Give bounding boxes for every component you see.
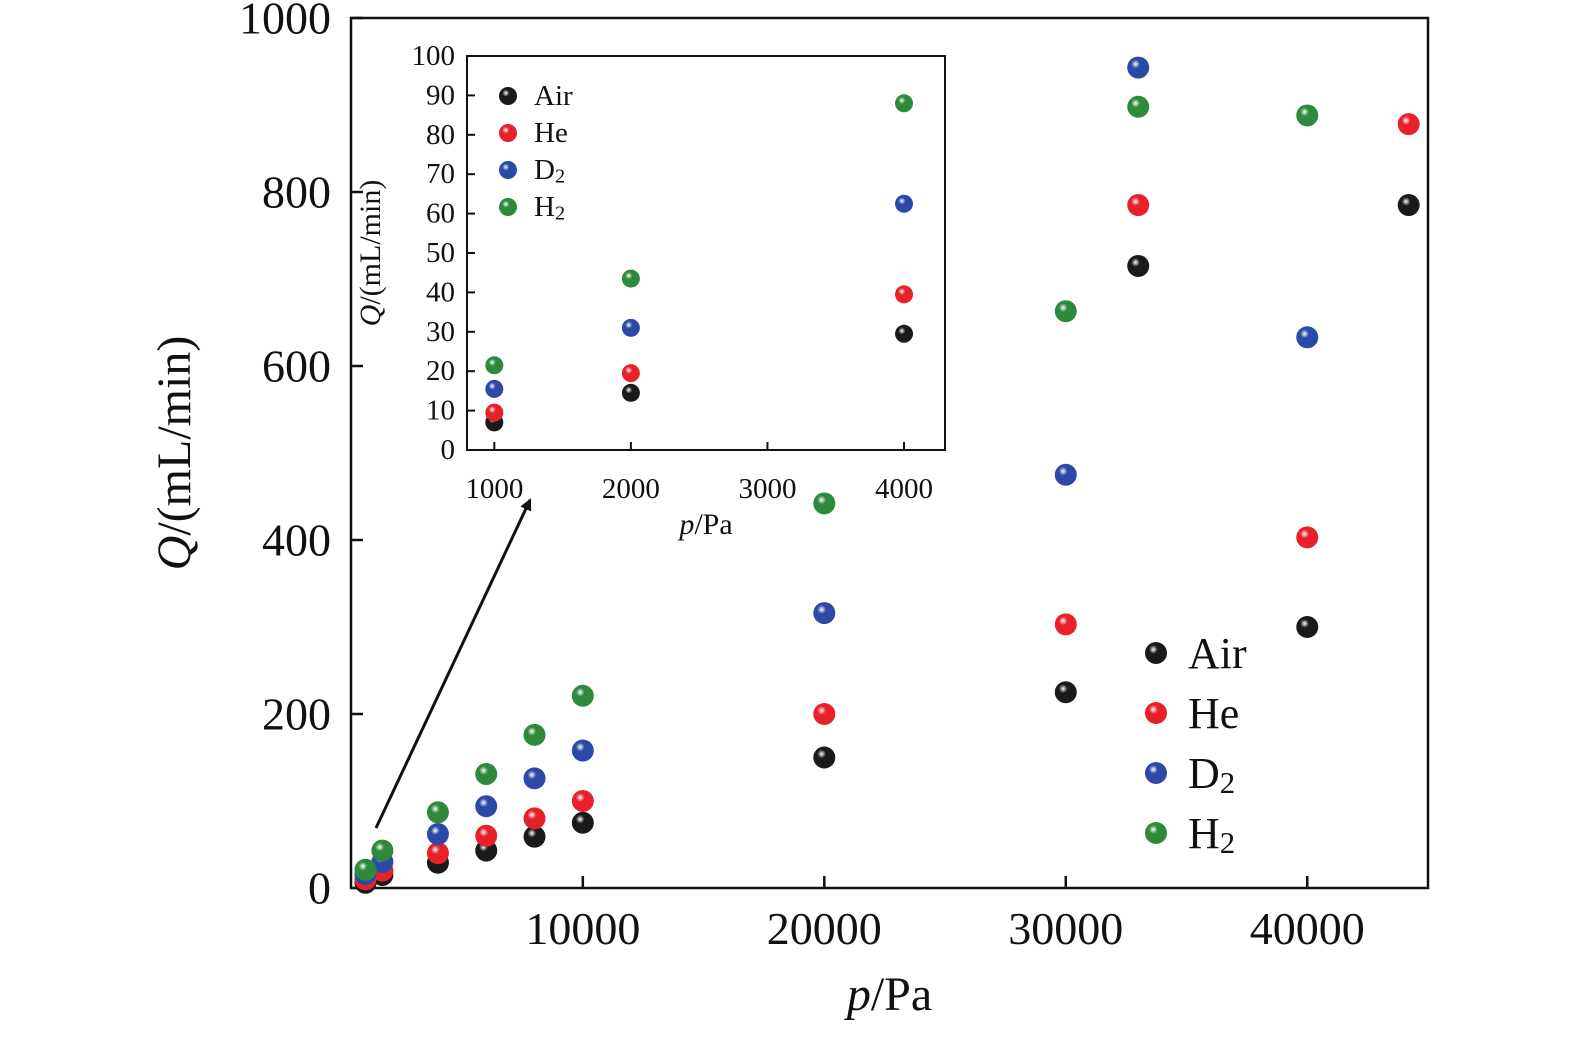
- inset-data-point: [621, 364, 640, 383]
- inset-data-point: [485, 356, 504, 375]
- inset-y-tick-label: 20: [426, 355, 455, 387]
- data-point: [1127, 56, 1150, 79]
- inset-legend-marker: [499, 87, 517, 105]
- inset-y-tick-label: 40: [426, 276, 455, 308]
- data-point: [1296, 326, 1319, 349]
- y-tick-label: 400: [262, 515, 331, 566]
- data-point: [475, 763, 498, 786]
- data-point: [1127, 194, 1150, 217]
- inset-x-tick-label: 2000: [602, 473, 660, 505]
- data-point: [426, 801, 449, 824]
- inset-y-tick-label: 70: [426, 158, 455, 190]
- data-point: [813, 492, 836, 515]
- data-point: [523, 723, 546, 746]
- y-tick-label: 200: [262, 689, 331, 740]
- data-point: [523, 767, 546, 790]
- data-point: [1397, 113, 1420, 136]
- data-point: [475, 824, 498, 847]
- inset-y-tick-label: 90: [426, 79, 455, 111]
- inset-y-tick-label: 30: [426, 316, 455, 348]
- main-plot: 10000 20000 30000 4000002004006008001000p/P…: [148, 0, 1430, 1021]
- data-point: [1296, 526, 1319, 549]
- data-point: [1397, 194, 1420, 217]
- data-point: [571, 811, 594, 834]
- y-tick-label: 800: [262, 167, 331, 218]
- legend-label: H2: [1188, 809, 1235, 860]
- data-point: [571, 739, 594, 762]
- inset-data-point: [895, 194, 914, 213]
- legend-marker: [1145, 822, 1167, 844]
- data-point: [475, 795, 498, 818]
- inset-x-tick-label: 1000: [465, 473, 523, 505]
- legend-marker: [1145, 702, 1167, 724]
- data-point: [426, 823, 449, 846]
- x-axis-title: p/Pa: [844, 968, 932, 1021]
- zoom-arrow: [374, 498, 532, 829]
- inset-y-tick-label: 80: [426, 119, 455, 151]
- inset-data-point: [621, 383, 640, 402]
- data-point: [354, 858, 377, 881]
- inset-plot: 1000 2000 3000 4000 0 10 20 30 40 50 60 70 80 90 100 p/…: [354, 40, 946, 541]
- data-point: [1054, 463, 1077, 486]
- inset-y-tick-label: 0: [441, 434, 456, 466]
- inset-legend-marker: [499, 198, 517, 216]
- y-axis-title: Q/(mL/min): [148, 336, 201, 571]
- inset-data-point: [895, 94, 914, 113]
- plot-frame: [349, 16, 1430, 890]
- data-point: [1127, 254, 1150, 277]
- inset-x-tick-label: 3000: [738, 473, 796, 505]
- data-point: [813, 746, 836, 769]
- inset-x-tick-label: 4000: [875, 473, 933, 505]
- legend-marker: [1145, 642, 1167, 664]
- inset-legend-label: Air: [534, 80, 573, 112]
- y-tick-label: 1000: [239, 0, 331, 44]
- data-point: [1054, 613, 1077, 636]
- y-tick-label: 0: [308, 863, 331, 914]
- data-point: [426, 842, 449, 865]
- legend-label: D2: [1188, 749, 1235, 800]
- data-point: [371, 839, 394, 862]
- data-point: [523, 807, 546, 830]
- data-point: [813, 602, 836, 625]
- x-tick-label: 30000: [1008, 903, 1123, 954]
- inset-legend-label: D2: [534, 154, 565, 187]
- x-tick-label: 20000: [767, 903, 882, 954]
- x-tick-label: 10000: [525, 903, 640, 954]
- data-point: [523, 825, 546, 848]
- inset-x-axis-title: p/Pa: [677, 508, 732, 541]
- inset-y-tick-label: 50: [426, 237, 455, 269]
- data-point: [813, 703, 836, 725]
- inset-legend-marker: [499, 124, 517, 142]
- legend-label: Air: [1188, 629, 1247, 678]
- inset-background: [467, 56, 945, 450]
- legend-label: He: [1188, 689, 1239, 738]
- inset-y-tick-label: 60: [426, 198, 455, 230]
- legend-marker: [1145, 762, 1167, 784]
- inset-data-point: [621, 318, 640, 337]
- data-point: [571, 790, 594, 812]
- inset-data-point: [621, 269, 640, 288]
- inset-data-point: [895, 285, 914, 304]
- inset-legend-label: H2: [534, 191, 565, 224]
- data-point: [1296, 616, 1319, 638]
- inset-data-point: [485, 403, 504, 422]
- data-point: [1054, 300, 1077, 323]
- inset-legend-label: He: [534, 117, 568, 149]
- inset-y-axis-title: Q/(mL/min): [354, 180, 387, 327]
- inset-y-tick-label: 10: [426, 395, 455, 427]
- data-point: [1054, 681, 1077, 704]
- data-point: [1127, 95, 1150, 118]
- inset-data-point: [895, 324, 914, 343]
- inset-data-point: [485, 379, 504, 398]
- data-point: [571, 684, 594, 707]
- inset-legend-marker: [499, 161, 517, 179]
- data-point: [1296, 104, 1319, 127]
- x-tick-label: 40000: [1250, 903, 1365, 954]
- inset-y-tick-label: 100: [412, 40, 456, 72]
- y-tick-label: 600: [262, 341, 331, 392]
